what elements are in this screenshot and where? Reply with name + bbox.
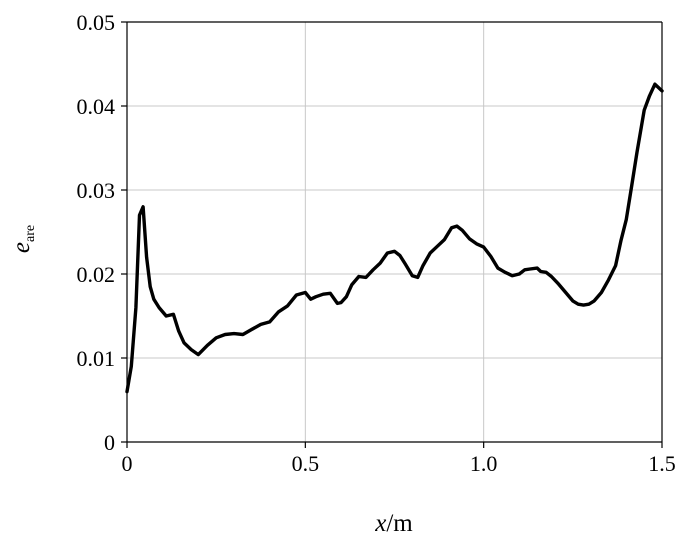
y-tick-label-3: 0.03 <box>77 178 116 203</box>
svg-text:eare: eare <box>8 225 38 253</box>
y-axis-ticks: 0 0.01 0.02 0.03 0.04 0.05 <box>77 10 127 455</box>
y-tick-label-5: 0.05 <box>77 10 116 35</box>
y-tick-label-4: 0.04 <box>77 94 116 119</box>
x-tick-label-3: 1.5 <box>648 451 676 476</box>
x-axis-separator: / <box>386 510 393 537</box>
y-axis-variable: e <box>8 242 35 253</box>
y-axis-subscript: are <box>23 225 38 242</box>
gridlines <box>127 22 662 442</box>
y-axis-title: eare <box>8 225 38 253</box>
data-series <box>125 82 664 394</box>
x-tick-label-1: 0.5 <box>292 451 320 476</box>
y-tick-label-0: 0 <box>104 430 115 455</box>
x-axis-variable: x <box>374 510 386 537</box>
series-line-0 <box>125 82 664 394</box>
y-tick-label-1: 0.01 <box>77 346 116 371</box>
x-tick-label-0: 0 <box>122 451 133 476</box>
x-tick-label-2: 1.0 <box>470 451 498 476</box>
x-axis-title: x/m <box>374 510 413 537</box>
x-axis-ticks: 0 0.5 1.0 1.5 <box>122 442 676 476</box>
plot-frame <box>126 21 663 443</box>
y-tick-label-2: 0.02 <box>77 262 116 287</box>
x-axis-unit: m <box>393 510 413 537</box>
